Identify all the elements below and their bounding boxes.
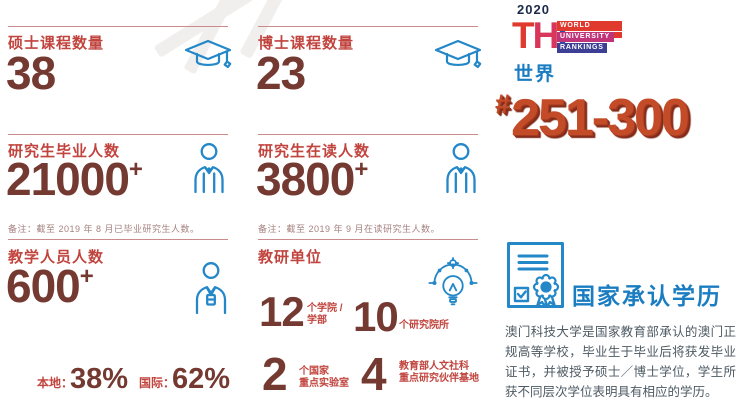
plus-sign: + [79, 263, 94, 290]
stat-value-enrolled: 3800+ [256, 156, 368, 203]
stat-number: 600 [6, 260, 81, 312]
unit-value-state-labs: 2 [262, 348, 288, 400]
plus-sign: + [128, 156, 143, 183]
stat-value-doctoral: 23 [256, 47, 306, 99]
the-letter: H [532, 15, 560, 56]
graduation-cap-icon [183, 38, 233, 72]
stat-label-enrolled: 研究生在读人数 [258, 143, 371, 160]
the-logo-words: WORLD UNIVERSITY RANKINGS [557, 21, 622, 54]
person-icon [191, 142, 227, 194]
divider-line [8, 134, 228, 135]
plus-sign: + [354, 156, 369, 183]
unit-desc-moe-bases: 教育部人文社科 重点研究伙伴基地 [399, 361, 479, 385]
unit-desc-line: 学部 [307, 315, 327, 326]
divider-line [8, 26, 228, 27]
unit-value-colleges: 12 [259, 288, 305, 335]
stat-label-graduated: 研究生毕业人数 [8, 143, 121, 160]
unit-desc-colleges: 个学院 / 学部 [307, 303, 343, 327]
unit-desc-state-labs: 个国家 重点实验室 [299, 366, 349, 390]
unit-value-institutes: 10 [353, 293, 399, 340]
graduation-cap-icon [433, 38, 483, 72]
unit-desc-line: 个研究院所 [399, 320, 449, 331]
stat-label-faculty: 教学人员人数 [8, 249, 105, 266]
stat-label-doctoral: 博士课程数量 [258, 35, 355, 52]
ranking-region: 世界 [514, 64, 557, 85]
stat-note-graduated: 备注：截至 2019 年 8 月已毕业研究生人数。 [8, 224, 200, 234]
unit-desc-line: 重点实验室 [299, 378, 349, 389]
local-value: 38% [70, 363, 129, 395]
rank-hash: # [495, 89, 511, 119]
divider-line [258, 26, 478, 27]
recognition-body: 澳门科技大学是国家教育部承认的澳门正规高等学校，毕业生于毕业后将获发毕业证书，并… [505, 325, 736, 399]
stat-value-faculty: 600+ [6, 263, 94, 310]
certificate-icon [505, 240, 567, 310]
intl-value: 62% [172, 363, 231, 395]
stat-number: 21000 [6, 153, 130, 205]
divider-line [8, 239, 228, 240]
the-word-university: UNIVERSITY [557, 32, 614, 42]
unit-desc-line: 教育部人文社科 [399, 361, 469, 372]
the-letter: T [512, 15, 535, 56]
divider-line [258, 239, 478, 240]
unit-desc-line: 个学院 / [307, 303, 343, 314]
logo-red-bar [614, 32, 622, 38]
local-label: 本地： [37, 376, 74, 390]
divider-line [258, 134, 478, 135]
rank-value: #251-300 [495, 88, 690, 148]
unit-value-moe-bases: 4 [361, 348, 387, 400]
intl-label: 国际： [139, 376, 176, 390]
the-word-rankings: RANKINGS [557, 43, 607, 53]
the-word-world: WORLD [557, 21, 603, 31]
unit-desc-institutes: 个研究院所 [399, 320, 449, 332]
stat-value-graduated: 21000+ [6, 156, 143, 203]
person-badge-icon [192, 261, 230, 315]
person-icon [443, 142, 479, 194]
rank-range: 251-300 [511, 89, 690, 147]
stat-label-masters: 硕士课程数量 [8, 35, 105, 52]
unit-desc-line: 重点研究伙伴基地 [399, 373, 479, 384]
stat-value-masters: 38 [6, 47, 56, 99]
idea-network-icon [428, 257, 478, 309]
unit-desc-line: 个国家 [299, 366, 329, 377]
ranking-year: 2020 [517, 2, 550, 17]
logo-red-bar [603, 21, 622, 31]
stat-number: 3800 [256, 153, 355, 205]
stat-note-enrolled: 备注：截至 2019 年 9 月在读研究生人数。 [258, 224, 441, 234]
recognition-title: 国家承认学历 [572, 283, 722, 309]
stat-label-units: 教研单位 [258, 249, 323, 266]
